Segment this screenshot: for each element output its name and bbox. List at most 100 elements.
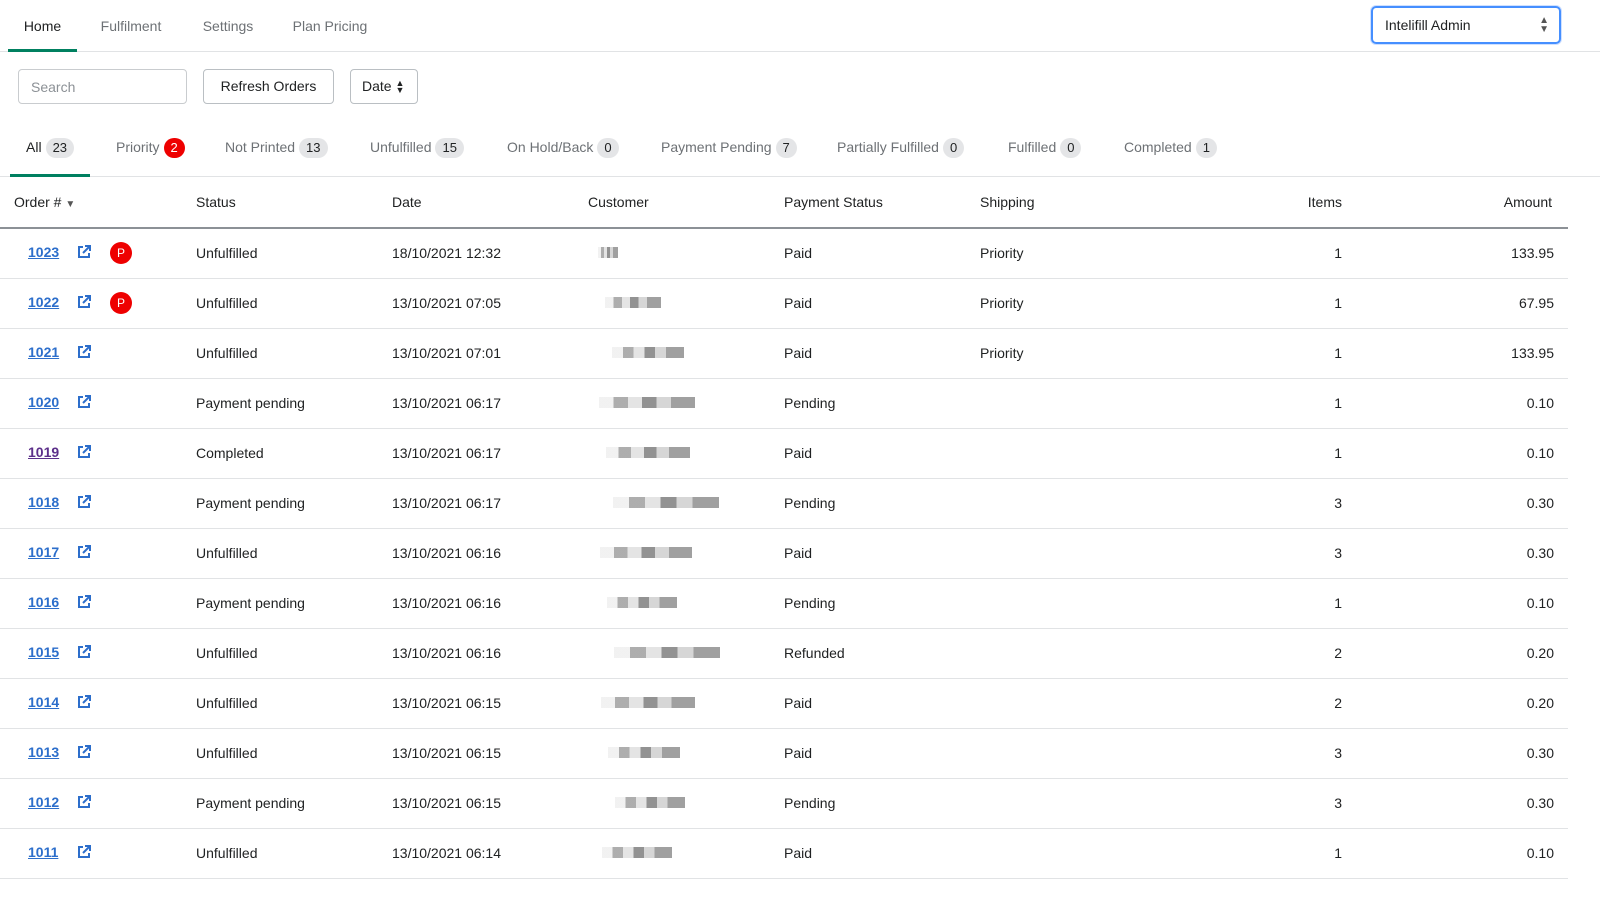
- payment-status-cell: Paid: [784, 528, 980, 579]
- table-row[interactable]: 1015 Unfulfilled 13/10/2021 06:16 Refund…: [0, 628, 1568, 679]
- order-link[interactable]: 1019: [28, 443, 60, 460]
- order-link[interactable]: 1018: [28, 493, 60, 510]
- filter-count: 0: [942, 138, 965, 158]
- customer-cell: [588, 828, 784, 879]
- external-link-icon[interactable]: [76, 344, 92, 363]
- redacted-customer: [615, 797, 685, 808]
- payment-status-cell: Paid: [784, 278, 980, 329]
- table-row[interactable]: 1022 P Unfulfilled 13/10/2021 07:05 Paid …: [0, 278, 1568, 329]
- items-cell: 2: [1176, 628, 1342, 679]
- shipping-cell: [980, 578, 1176, 629]
- table-row[interactable]: 1014 Unfulfilled 13/10/2021 06:15 Paid 2…: [0, 678, 1568, 729]
- table-row[interactable]: 1012 Payment pending 13/10/2021 06:15 Pe…: [0, 778, 1568, 829]
- account-select[interactable]: Intelifill Admin ▲ ▼: [1371, 6, 1561, 44]
- external-link-icon[interactable]: [76, 244, 92, 263]
- order-link[interactable]: 1011: [28, 843, 59, 860]
- external-link-icon[interactable]: [76, 744, 92, 763]
- table-row[interactable]: 1021 Unfulfilled 13/10/2021 07:01 Paid P…: [0, 328, 1568, 379]
- customer-cell: [588, 778, 784, 829]
- shipping-cell: Priority: [980, 228, 1176, 279]
- order-cell: 1016: [0, 578, 196, 629]
- table-row[interactable]: 1019 Completed 13/10/2021 06:17 Paid 1 0…: [0, 428, 1568, 479]
- redacted-customer: [608, 747, 680, 758]
- filter-label: Payment Pending: [661, 139, 772, 155]
- payment-status-cell: Paid: [784, 828, 980, 879]
- tab-plan-pricing[interactable]: Plan Pricing: [292, 18, 368, 34]
- external-link-icon[interactable]: [76, 844, 92, 863]
- external-link-icon[interactable]: [76, 694, 92, 713]
- tab-settings[interactable]: Settings: [202, 18, 254, 34]
- order-cell: 1018: [0, 478, 196, 529]
- amount-cell: 67.95: [1342, 278, 1568, 329]
- date-cell: 13/10/2021 06:17: [392, 478, 588, 529]
- shipping-cell: [980, 778, 1176, 829]
- external-link-icon[interactable]: [76, 594, 92, 613]
- filter-count: 2: [163, 138, 185, 158]
- external-link-icon[interactable]: [76, 644, 92, 663]
- order-link[interactable]: 1012: [28, 793, 60, 810]
- order-link[interactable]: 1013: [28, 743, 60, 760]
- filter-tab-not-printed[interactable]: Not Printed 13: [225, 122, 328, 177]
- amount-cell: 0.10: [1342, 578, 1568, 629]
- external-link-icon[interactable]: [76, 294, 92, 313]
- tab-fulfilment[interactable]: Fulfilment: [100, 18, 162, 34]
- filter-tab-fulfilled[interactable]: Fulfilled 0: [1008, 122, 1082, 177]
- filter-label: On Hold/Back: [507, 139, 594, 155]
- tab-home[interactable]: Home: [8, 0, 77, 52]
- col-order[interactable]: Order # ▼: [0, 177, 196, 229]
- table-row[interactable]: 1018 Payment pending 13/10/2021 06:17 Pe…: [0, 478, 1568, 529]
- filter-count: 7: [775, 138, 797, 158]
- filter-tab-completed[interactable]: Completed 1: [1124, 122, 1217, 177]
- external-link-icon[interactable]: [76, 494, 92, 513]
- order-link[interactable]: 1022: [28, 293, 60, 310]
- amount-cell: 0.20: [1342, 678, 1568, 729]
- items-cell: 1: [1176, 228, 1342, 279]
- filter-tab-unfulfilled[interactable]: Unfulfilled 15: [370, 122, 464, 177]
- order-link[interactable]: 1014: [28, 693, 60, 710]
- order-link[interactable]: 1016: [28, 593, 60, 610]
- customer-cell: [588, 278, 784, 329]
- order-link[interactable]: 1020: [28, 393, 60, 410]
- search-input[interactable]: [18, 69, 187, 104]
- order-link[interactable]: 1023: [28, 243, 60, 260]
- status-cell: Unfulfilled: [196, 228, 392, 279]
- external-link-icon[interactable]: [76, 794, 92, 813]
- table-row[interactable]: 1013 Unfulfilled 13/10/2021 06:15 Paid 3…: [0, 728, 1568, 779]
- order-link[interactable]: 1017: [28, 543, 60, 560]
- payment-status-cell: Paid: [784, 728, 980, 779]
- refresh-orders-button[interactable]: Refresh Orders: [203, 69, 334, 104]
- customer-cell: [588, 378, 784, 429]
- external-link-icon[interactable]: [76, 544, 92, 563]
- order-cell: 1020: [0, 378, 196, 429]
- shipping-cell: [980, 828, 1176, 879]
- items-cell: 3: [1176, 778, 1342, 829]
- redacted-customer: [600, 547, 692, 558]
- table-row[interactable]: 1020 Payment pending 13/10/2021 06:17 Pe…: [0, 378, 1568, 429]
- status-cell: Unfulfilled: [196, 528, 392, 579]
- top-navigation: Home Fulfilment Settings Plan Pricing In…: [0, 0, 1600, 52]
- status-cell: Unfulfilled: [196, 678, 392, 729]
- external-link-icon[interactable]: [76, 394, 92, 413]
- table-row[interactable]: 1017 Unfulfilled 13/10/2021 06:16 Paid 3…: [0, 528, 1568, 579]
- redacted-customer: [601, 697, 695, 708]
- customer-cell: [588, 528, 784, 579]
- filter-tab-on-hold-back[interactable]: On Hold/Back 0: [507, 122, 619, 177]
- order-cell: 1014: [0, 678, 196, 729]
- order-cell: 1017: [0, 528, 196, 579]
- filter-tab-all[interactable]: All 23: [10, 122, 91, 177]
- table-row[interactable]: 1016 Payment pending 13/10/2021 06:16 Pe…: [0, 578, 1568, 629]
- order-link[interactable]: 1021: [28, 343, 60, 360]
- date-cell: 13/10/2021 07:05: [392, 278, 588, 329]
- shipping-cell: [980, 628, 1176, 679]
- filter-tab-priority[interactable]: Priority 2: [116, 122, 185, 177]
- table-row[interactable]: 1023 P Unfulfilled 18/10/2021 12:32 Paid …: [0, 228, 1568, 279]
- table-row[interactable]: 1011 Unfulfilled 13/10/2021 06:14 Paid 1…: [0, 828, 1568, 879]
- status-cell: Payment pending: [196, 378, 392, 429]
- filter-tab-payment-pending[interactable]: Payment Pending 7: [661, 122, 797, 177]
- customer-cell: [588, 728, 784, 779]
- sort-arrows-icon: ▲ ▼: [395, 78, 405, 96]
- order-link[interactable]: 1015: [28, 643, 60, 660]
- external-link-icon[interactable]: [76, 444, 92, 463]
- sort-date-button[interactable]: Date ▲ ▼: [350, 69, 418, 104]
- filter-tab-partially-fulfilled[interactable]: Partially Fulfilled 0: [837, 122, 965, 177]
